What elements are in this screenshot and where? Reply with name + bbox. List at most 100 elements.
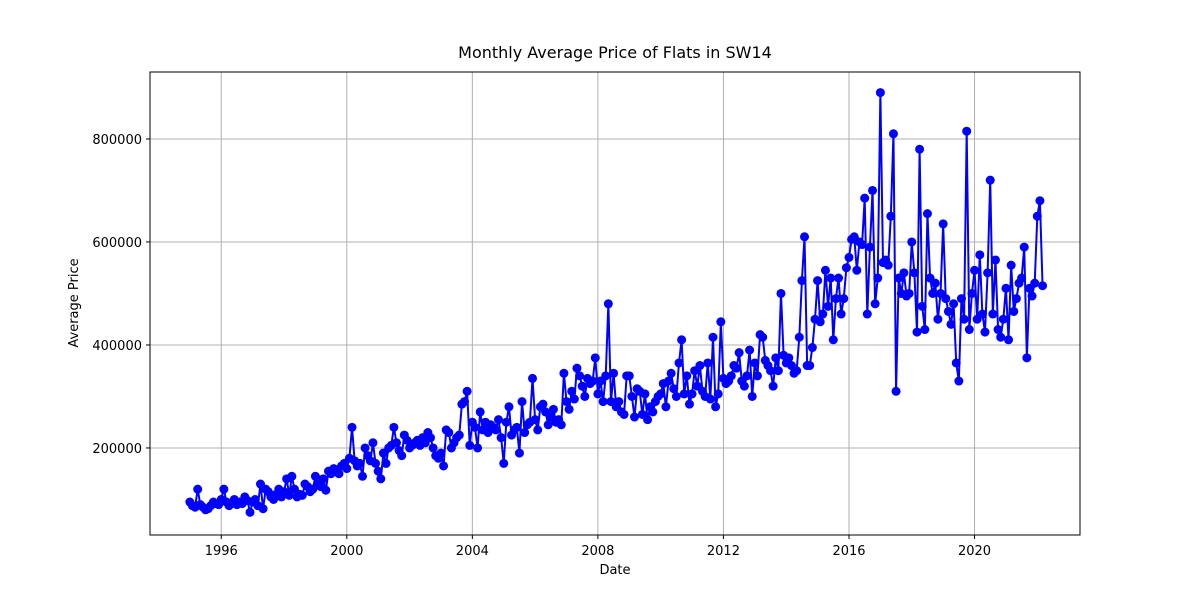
data-point xyxy=(533,425,543,435)
data-point xyxy=(732,363,742,373)
data-point xyxy=(459,397,469,407)
data-point xyxy=(970,265,980,275)
data-point xyxy=(682,371,692,381)
data-point xyxy=(996,332,1006,342)
data-point xyxy=(528,373,538,383)
data-point xyxy=(784,353,794,363)
data-point xyxy=(1027,291,1037,301)
data-point xyxy=(941,294,951,304)
data-point xyxy=(1030,278,1040,288)
data-point xyxy=(347,422,357,432)
data-point xyxy=(1019,242,1029,252)
data-point xyxy=(823,301,833,311)
x-tick-label: 2020 xyxy=(958,544,991,559)
data-point xyxy=(938,219,948,229)
data-point xyxy=(473,443,483,453)
data-point xyxy=(1011,294,1021,304)
data-point xyxy=(360,443,370,453)
data-point xyxy=(773,366,783,376)
data-point xyxy=(826,273,836,283)
data-point xyxy=(530,415,540,425)
data-point xyxy=(912,327,922,337)
data-point xyxy=(752,371,762,381)
data-point xyxy=(428,443,438,453)
x-tick-label: 2004 xyxy=(456,544,489,559)
x-tick-label: 2016 xyxy=(832,544,865,559)
data-point xyxy=(569,394,579,404)
data-point xyxy=(907,237,917,247)
data-point xyxy=(805,361,815,371)
data-point xyxy=(603,299,613,309)
data-point xyxy=(951,358,961,368)
data-point xyxy=(747,391,757,401)
data-point xyxy=(664,376,674,386)
data-point xyxy=(598,397,608,407)
data-point xyxy=(792,366,802,376)
data-point xyxy=(917,301,927,311)
data-point xyxy=(567,386,577,396)
y-tick-label: 600000 xyxy=(92,236,142,251)
data-point xyxy=(800,232,810,242)
data-point xyxy=(716,317,726,327)
data-point xyxy=(794,332,804,342)
data-point xyxy=(590,353,600,363)
data-point xyxy=(436,448,446,458)
data-point xyxy=(776,288,786,298)
data-point xyxy=(310,471,320,481)
data-point xyxy=(1017,273,1027,283)
data-point xyxy=(705,394,715,404)
data-point xyxy=(983,268,993,278)
data-point xyxy=(954,376,964,386)
data-point xyxy=(1022,353,1032,363)
data-point xyxy=(975,250,985,260)
data-point xyxy=(643,415,653,425)
data-point xyxy=(745,345,755,355)
data-point xyxy=(820,265,830,275)
data-point xyxy=(219,484,229,494)
data-point xyxy=(470,422,480,432)
data-point xyxy=(839,294,849,304)
data-point xyxy=(514,448,524,458)
data-point xyxy=(956,294,966,304)
data-point xyxy=(1032,211,1042,221)
data-point xyxy=(708,332,718,342)
chart-title: Monthly Average Price of Flats in SW14 xyxy=(458,43,772,62)
data-point xyxy=(980,327,990,337)
data-point xyxy=(444,428,454,438)
data-point xyxy=(465,440,475,450)
data-point xyxy=(771,353,781,363)
data-point xyxy=(564,404,574,414)
data-point xyxy=(624,371,634,381)
data-point xyxy=(875,88,885,98)
data-point xyxy=(559,368,569,378)
x-tick-label: 2000 xyxy=(330,544,363,559)
data-point xyxy=(630,412,640,422)
data-point xyxy=(504,402,514,412)
data-point xyxy=(679,389,689,399)
data-point xyxy=(768,381,778,391)
data-point xyxy=(439,461,449,471)
data-point xyxy=(930,278,940,288)
data-point xyxy=(915,144,925,154)
data-point xyxy=(357,471,367,481)
data-point xyxy=(993,325,1003,335)
data-point xyxy=(977,309,987,319)
data-point xyxy=(627,391,637,401)
data-point xyxy=(609,368,619,378)
data-point xyxy=(750,358,760,368)
data-point xyxy=(666,368,676,378)
data-point xyxy=(614,397,624,407)
x-tick-label: 2008 xyxy=(581,544,614,559)
data-point xyxy=(988,309,998,319)
data-point xyxy=(844,252,854,262)
data-point xyxy=(873,273,883,283)
data-point xyxy=(334,469,344,479)
data-point xyxy=(862,309,872,319)
data-point xyxy=(933,314,943,324)
data-point xyxy=(1001,283,1011,293)
data-point xyxy=(671,391,681,401)
data-point xyxy=(904,288,914,298)
data-point xyxy=(964,325,974,335)
data-point xyxy=(818,309,828,319)
data-point xyxy=(538,399,548,409)
